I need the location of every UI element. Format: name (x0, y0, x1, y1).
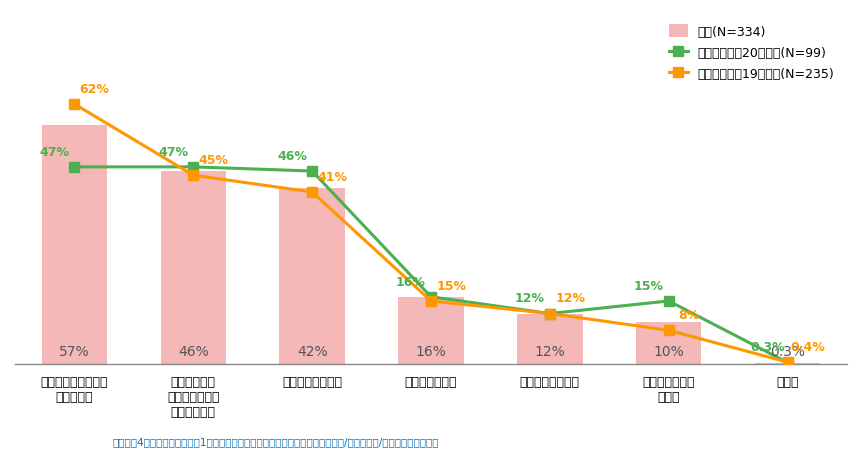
Text: 62%: 62% (79, 83, 109, 96)
Bar (398, 297, 463, 364)
Text: 41%: 41% (317, 170, 347, 184)
Text: 8%: 8% (678, 308, 698, 322)
Bar (279, 189, 344, 364)
Text: 12%: 12% (514, 292, 544, 304)
Legend: 全体(N=334), グループ企業20社以上(N=99), グループ企業19社以下(N=235): 全体(N=334), グループ企業20社以上(N=99), グループ企業19社以… (662, 19, 839, 87)
Bar (754, 363, 820, 364)
Text: 0.3%: 0.3% (769, 344, 804, 358)
Text: 15%: 15% (436, 279, 466, 292)
Text: 47%: 47% (40, 145, 69, 158)
Text: ベース：4項目のうちいずれか1つ以上が「対応しているが不十分な点が目立つ」/「不十分」/「知らない」に該当: ベース：4項目のうちいずれか1つ以上が「対応しているが不十分な点が目立つ」/「不… (112, 437, 438, 446)
Bar (517, 314, 582, 364)
Bar (41, 126, 107, 364)
Text: 0.4%: 0.4% (790, 340, 824, 353)
Text: 16%: 16% (395, 275, 425, 288)
Text: 12%: 12% (534, 344, 565, 358)
Bar (635, 322, 701, 364)
Text: 57%: 57% (59, 344, 90, 358)
Bar (160, 172, 226, 364)
Text: 0.3%: 0.3% (749, 341, 784, 354)
Text: 46%: 46% (276, 149, 307, 162)
Text: 42%: 42% (296, 344, 327, 358)
Text: 10%: 10% (653, 344, 684, 358)
Text: 46%: 46% (177, 344, 208, 358)
Text: 16%: 16% (415, 344, 446, 358)
Text: 45%: 45% (198, 154, 228, 166)
Text: 47%: 47% (158, 145, 188, 158)
Text: 15%: 15% (633, 279, 663, 292)
Text: 12%: 12% (554, 292, 585, 304)
